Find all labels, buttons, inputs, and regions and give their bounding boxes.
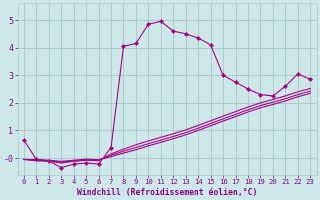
X-axis label: Windchill (Refroidissement éolien,°C): Windchill (Refroidissement éolien,°C)	[77, 188, 257, 197]
